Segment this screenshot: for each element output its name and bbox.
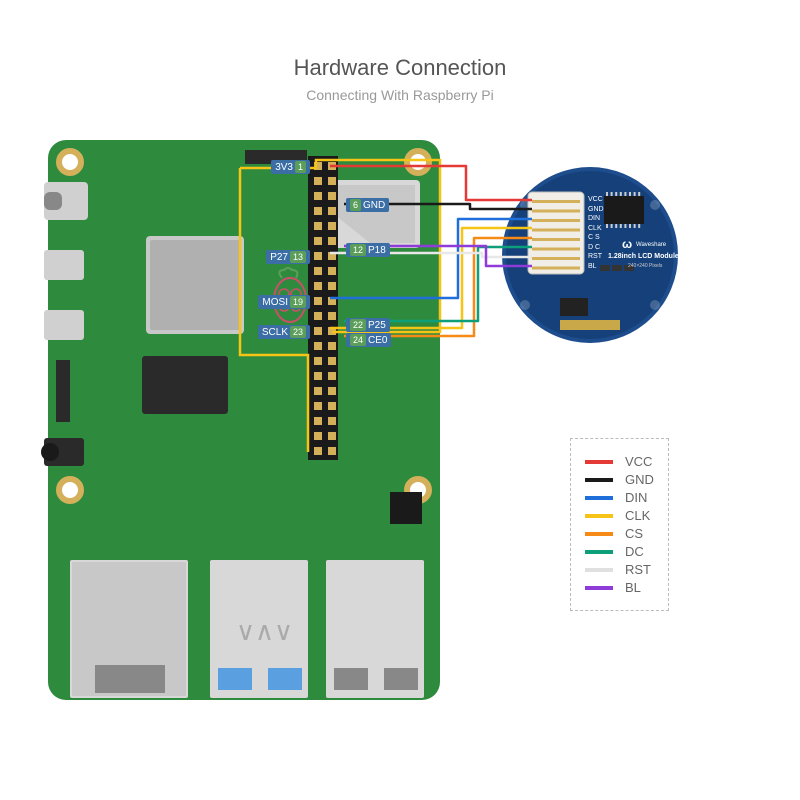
legend-swatch [585,478,613,482]
gpio-pin-label: 22P25 [346,318,390,332]
legend-item: CLK [585,508,654,523]
legend-item: DIN [585,490,654,505]
gpio-pin-label: 12P18 [346,243,390,257]
gpio-pin-label: 6GND [346,198,389,212]
legend-label: DC [625,544,644,559]
legend-label: RST [625,562,651,577]
legend-box: VCC GND DIN CLK CS DC RST BL [570,438,669,611]
legend-swatch [585,568,613,572]
legend-swatch [585,514,613,518]
gpio-pin-label: P2713 [266,250,310,264]
legend-label: VCC [625,454,652,469]
wiring [0,0,800,800]
legend-swatch [585,586,613,590]
gpio-pin-label: MOSI19 [258,295,310,309]
legend-item: GND [585,472,654,487]
legend-label: CS [625,526,643,541]
legend-swatch [585,496,613,500]
legend-item: CS [585,526,654,541]
legend-label: DIN [625,490,647,505]
gpio-pin-label: SCLK23 [258,325,310,339]
legend-label: CLK [625,508,650,523]
legend-item: VCC [585,454,654,469]
gpio-pin-label: 3V31 [271,160,310,174]
legend-swatch [585,532,613,536]
legend-item: BL [585,580,654,595]
legend-item: RST [585,562,654,577]
legend-label: BL [625,580,641,595]
legend-swatch [585,550,613,554]
legend-swatch [585,460,613,464]
gpio-pin-label: 24CE0 [346,333,391,347]
legend-label: GND [625,472,654,487]
legend-item: DC [585,544,654,559]
